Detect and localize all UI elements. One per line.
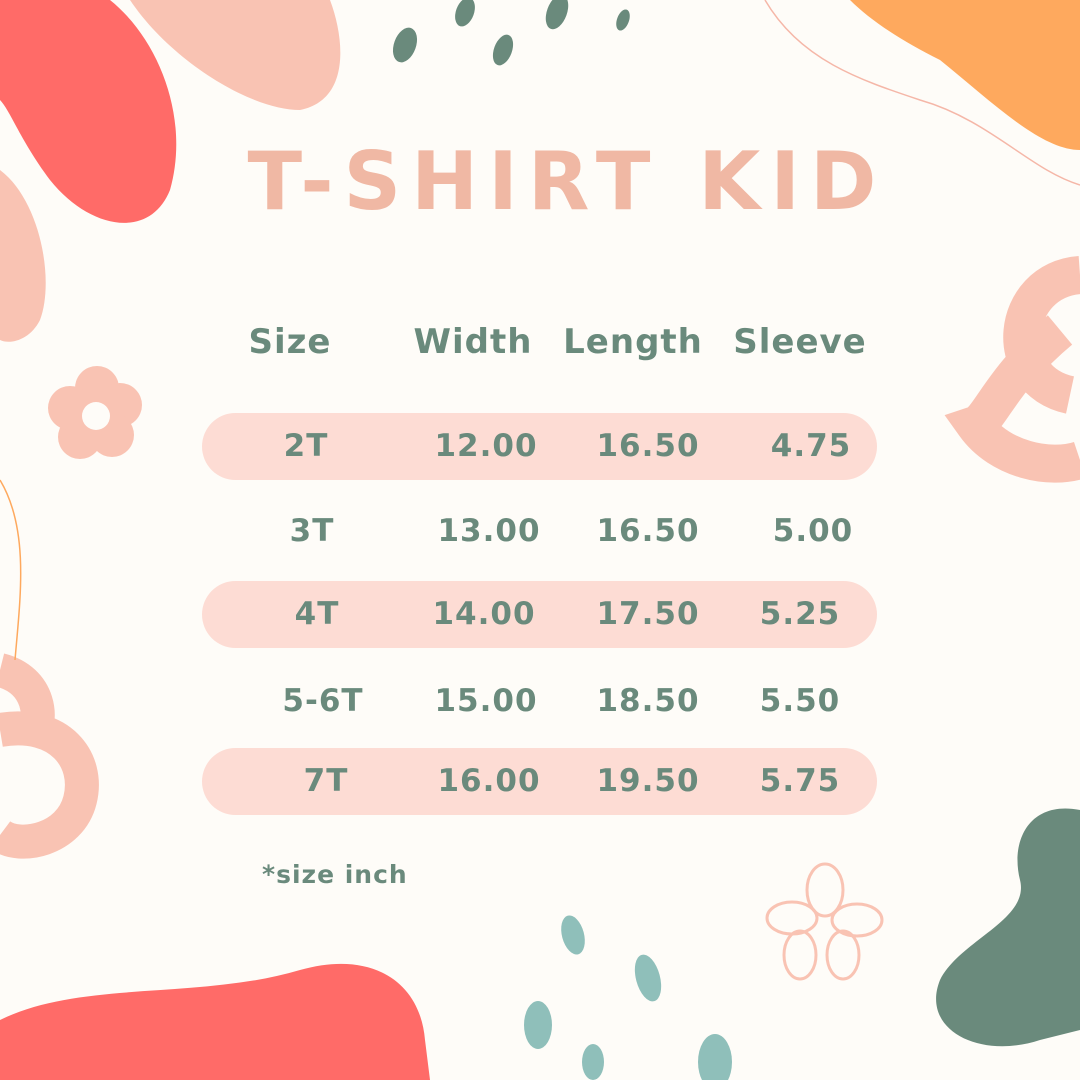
teal-dots-bottom: [524, 915, 732, 1080]
cell-size: 5-6T: [282, 683, 364, 719]
page-title: T-SHIRT KID: [247, 135, 887, 228]
cell-width: 13.00: [437, 513, 541, 549]
cell-sleeve: 4.75: [770, 428, 852, 464]
column-header-sleeve: Sleeve: [733, 322, 867, 362]
orange-blob-top-right: [850, 0, 1080, 150]
coral-blob-bottom: [0, 963, 430, 1080]
cell-size: 7T: [303, 763, 349, 799]
row-highlight: [202, 581, 877, 648]
cell-width: 14.00: [432, 596, 536, 632]
unit-note: *size inch: [262, 860, 408, 889]
green-dots-top: [392, 0, 630, 66]
flower-icon-left: [48, 366, 142, 459]
cell-width: 12.00: [434, 428, 538, 464]
row-highlight: [202, 413, 877, 480]
coral-blob-top-left: [0, 0, 177, 223]
cell-sleeve: 5.75: [759, 763, 841, 799]
column-header-width: Width: [413, 322, 533, 362]
peach-loop-left: [0, 653, 99, 859]
cell-width: 15.00: [434, 683, 538, 719]
cell-length: 19.50: [596, 763, 700, 799]
flower-outline-icon: [765, 862, 884, 981]
cell-size: 2T: [283, 428, 329, 464]
peach-loop-right: [944, 256, 1080, 483]
cell-length: 16.50: [596, 513, 700, 549]
column-header-length: Length: [563, 322, 703, 362]
cell-sleeve: 5.00: [772, 513, 854, 549]
peach-blob-top: [130, 0, 341, 110]
cell-length: 17.50: [596, 596, 700, 632]
cell-length: 16.50: [596, 428, 700, 464]
cell-length: 18.50: [596, 683, 700, 719]
column-header-size: Size: [248, 322, 332, 362]
cell-size: 4T: [294, 596, 340, 632]
line-top-right: [764, 0, 1080, 186]
cell-sleeve: 5.50: [759, 683, 841, 719]
green-blob-bottom-right: [936, 808, 1080, 1047]
peach-blob-left: [0, 170, 46, 342]
orange-line-left: [0, 479, 22, 661]
cell-sleeve: 5.25: [759, 596, 841, 632]
cell-width: 16.00: [437, 763, 541, 799]
cell-size: 3T: [289, 513, 335, 549]
row-highlight: [202, 748, 877, 815]
